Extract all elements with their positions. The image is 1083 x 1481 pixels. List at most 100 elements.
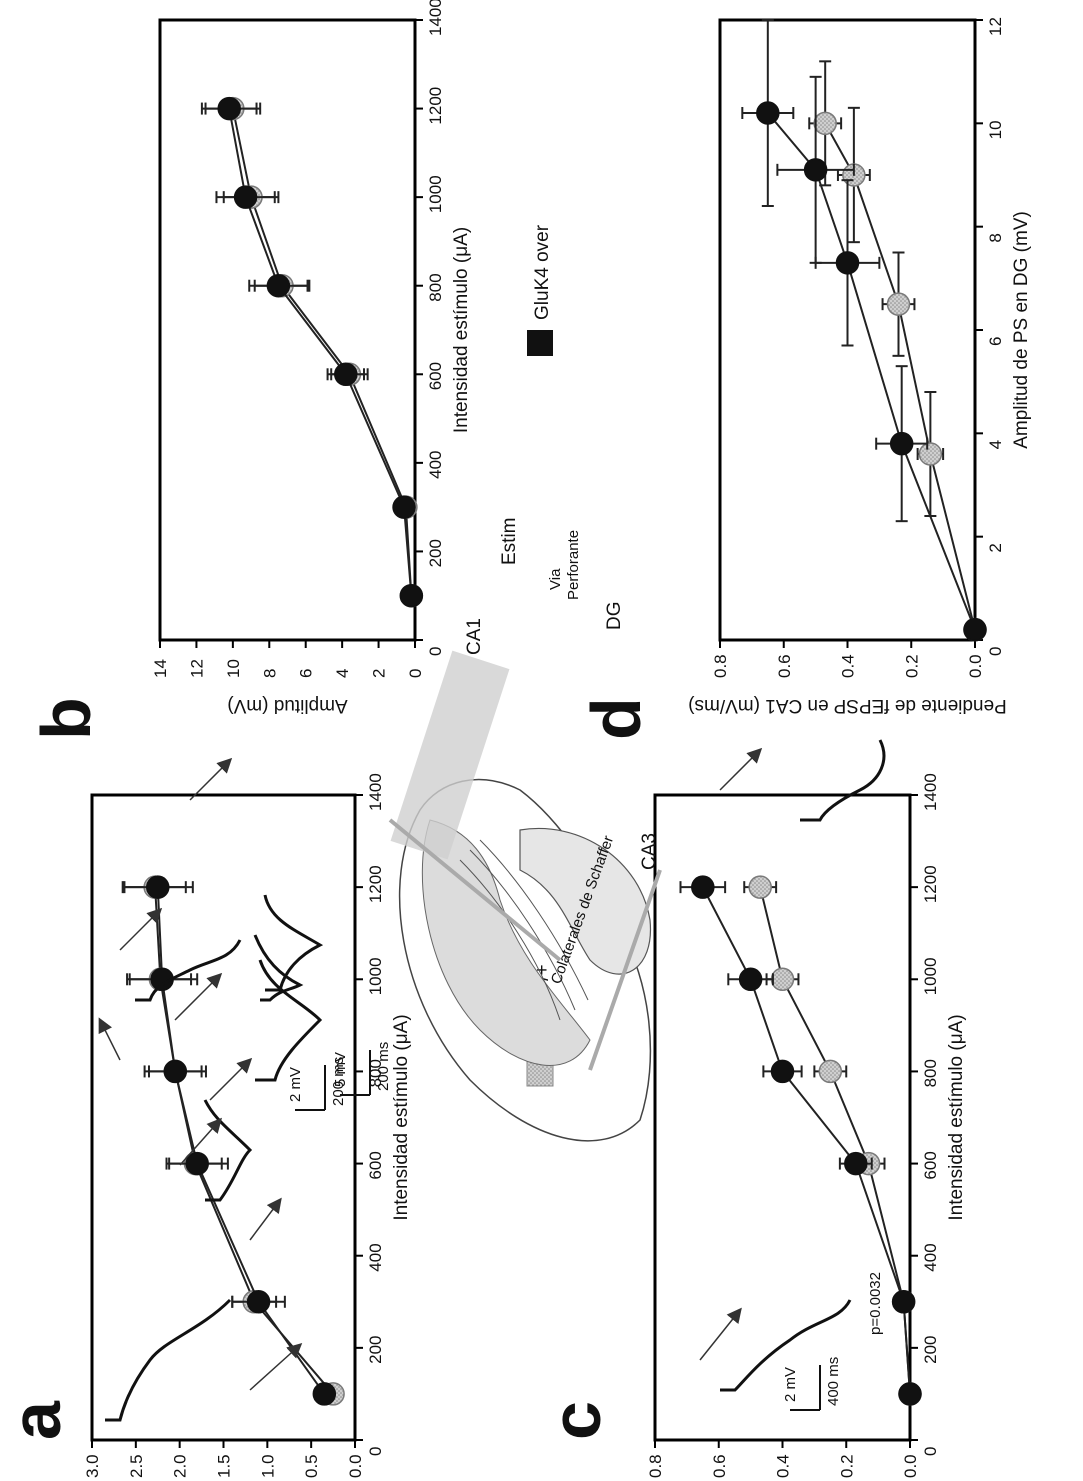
plot-frame-a — [90, 793, 357, 1442]
series-line-ko — [767, 112, 976, 631]
trace-c-1 — [720, 1299, 852, 1392]
x-tick-label: 200 — [366, 1335, 385, 1363]
data-point-ko — [891, 1290, 916, 1314]
panel-letter-b: b — [27, 697, 105, 740]
scale-bar-v-label-c: 2 mV — [782, 1367, 799, 1402]
plot-frame-b — [158, 18, 417, 642]
x-tick-label: 800 — [426, 273, 445, 301]
y-tick-label: 6 — [297, 669, 316, 678]
annotation-arrow — [119, 907, 163, 951]
data-point-wt — [770, 967, 795, 992]
y-tick-label: 2.5 — [127, 1454, 146, 1478]
x-tick-label: 1200 — [921, 865, 940, 903]
x-axis-label: Intensidad estímulo (μA) — [946, 1014, 967, 1220]
x-axis-label: Intensidad estímulo (μA) — [391, 1014, 412, 1220]
y-tick-label: 4 — [333, 669, 352, 678]
annotation-arrow — [174, 972, 223, 1021]
annotation-arrow — [189, 757, 233, 801]
x-tick-label: 400 — [366, 1243, 385, 1271]
y-tick-label: 2.0 — [171, 1454, 190, 1478]
y-axis-label: Amplitud (mV) — [227, 695, 347, 716]
hippocampus-diagram: CA1 CA3 DG Estim Via Perforante Colatera… — [388, 518, 662, 1142]
data-point-ko — [246, 1290, 271, 1314]
legend-swatch-ko — [527, 330, 553, 356]
data-point-wt — [886, 292, 911, 316]
data-point-ko — [803, 158, 828, 182]
y-axis-label: Pendiente de fEPSP en CA1 (mV/ms) — [688, 695, 1007, 716]
data-point-ko — [889, 431, 914, 456]
data-point-ko — [738, 967, 763, 992]
y-tick-label: 12 — [187, 659, 206, 678]
label-perforante: Perforante — [565, 530, 582, 600]
trace-a-1 — [105, 1298, 232, 1422]
x-tick-label: 600 — [426, 362, 445, 390]
panel-letter-d: d — [577, 697, 655, 740]
trace-c-2 — [800, 739, 886, 822]
y-tick-label: 3.0 — [83, 1454, 102, 1478]
data-point-ko — [185, 1151, 209, 1176]
y-tick-label: 10 — [224, 659, 243, 678]
panel-letter-c: c — [537, 1401, 615, 1440]
x-tick-label: 1400 — [921, 773, 940, 811]
data-point-ko — [233, 185, 258, 209]
data-point-ko — [691, 875, 715, 899]
trace-b-1 — [135, 939, 242, 1002]
series-line-ko — [228, 108, 413, 596]
y-tick-label: 0.0 — [901, 1454, 920, 1478]
scale-bar-v-label-b: 5 mV — [332, 1052, 349, 1087]
data-point-ko — [312, 1382, 337, 1406]
scale-bar-h-label-c: 400 ms — [825, 1357, 842, 1406]
x-tick-label: 200 — [921, 1335, 940, 1363]
y-tick-label: 0.2 — [902, 654, 921, 678]
chart-a: 02004006008001000120014000.00.51.01.52.0… — [83, 773, 412, 1478]
label-ca3: CA3 — [639, 833, 660, 870]
chart-c: 0 200 400 600 800 1000 1200 1400 0.0 0.2 0.4 0.6 0.8… — [646, 773, 967, 1478]
data-point-ko — [844, 1151, 868, 1176]
dentate-gyrus-outline — [519, 828, 652, 975]
data-point-wt — [813, 111, 837, 136]
x-axis-label: Amplitud de PS en DG (mV) — [1011, 211, 1032, 449]
data-point-wt — [818, 1059, 843, 1084]
y-tick-label: 0 — [406, 669, 425, 678]
x-tick-label: 0 — [426, 647, 445, 656]
x-tick-label: 0 — [986, 647, 1005, 656]
ca1-recording-band — [390, 650, 510, 860]
data-point-ko — [835, 251, 860, 275]
y-tick-label: 0.5 — [302, 1454, 321, 1478]
x-tick-label: 1200 — [366, 865, 385, 903]
data-point-ko — [399, 583, 424, 608]
x-tick-label: 200 — [426, 539, 445, 567]
x-tick-label: 800 — [921, 1059, 940, 1087]
y-tick-label: 0.2 — [837, 1454, 856, 1478]
y-tick-label: 0.0 — [966, 654, 985, 678]
series-line-ko — [156, 887, 326, 1395]
y-tick-label: 1.5 — [215, 1454, 234, 1478]
data-point-ko — [898, 1382, 922, 1406]
recording-electrode — [588, 869, 662, 1071]
y-tick-label: 8 — [260, 669, 279, 678]
x-tick-label: 1000 — [366, 957, 385, 995]
y-tick-label: 0.8 — [646, 1454, 665, 1478]
hippocampus-outline — [398, 778, 652, 1142]
panel-labels: a b c d — [0, 697, 655, 1440]
chart-b: 0 200 400 600 800 1000 1200 1400 0 2 4 6 8 10 12 14 Inte… — [151, 0, 472, 716]
label-via: Via — [547, 568, 564, 590]
y-tick-label: 0.4 — [774, 1454, 793, 1478]
annotation-arrow — [179, 1117, 222, 1166]
chart-d: 0 2 4 6 8 10 12 0.0 0.2 0.4 0.6 0.8 Amplitud de PS e… — [688, 17, 1032, 716]
data-point-ko — [163, 1059, 188, 1084]
x-tick-label: 0 — [921, 1447, 940, 1456]
x-tick-label: 0 — [366, 1447, 385, 1456]
series-line-wt — [759, 886, 911, 1394]
scale-bar-h-label-a: 200 ms — [330, 1057, 347, 1106]
series-line-wt — [231, 108, 413, 596]
data-point-ko — [334, 362, 358, 387]
data-point-ko — [266, 273, 291, 298]
data-point-ko — [146, 875, 170, 899]
trace-a-3 — [263, 894, 324, 992]
y-tick-label: 0.8 — [711, 654, 730, 678]
label-ca1: CA1 — [464, 618, 485, 655]
y-tick-label: 0.0 — [346, 1454, 365, 1478]
